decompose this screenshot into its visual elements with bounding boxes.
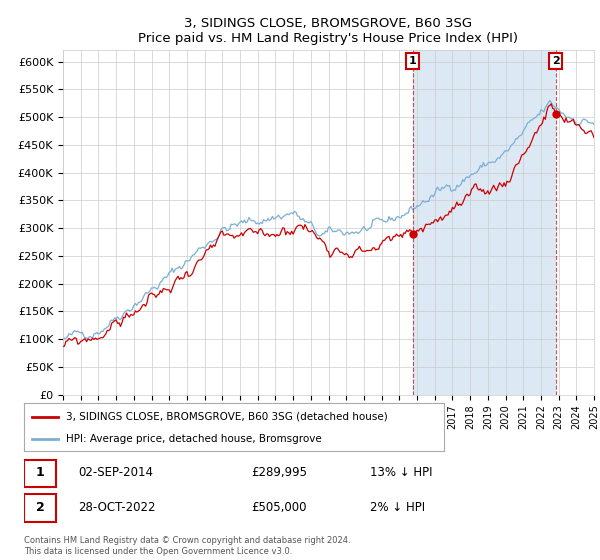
Text: Contains HM Land Registry data © Crown copyright and database right 2024.
This d: Contains HM Land Registry data © Crown c… <box>24 536 350 556</box>
Bar <box>413 50 556 395</box>
FancyBboxPatch shape <box>24 460 56 487</box>
Text: 1: 1 <box>36 466 44 479</box>
Text: 28-OCT-2022: 28-OCT-2022 <box>78 501 155 514</box>
Text: HPI: Average price, detached house, Bromsgrove: HPI: Average price, detached house, Brom… <box>66 434 322 444</box>
Text: 2% ↓ HPI: 2% ↓ HPI <box>370 501 425 514</box>
Text: 2: 2 <box>552 56 559 66</box>
Text: 1: 1 <box>409 56 416 66</box>
Text: 2: 2 <box>36 501 44 514</box>
Text: 3, SIDINGS CLOSE, BROMSGROVE, B60 3SG (detached house): 3, SIDINGS CLOSE, BROMSGROVE, B60 3SG (d… <box>66 412 388 422</box>
Text: 13% ↓ HPI: 13% ↓ HPI <box>370 466 432 479</box>
FancyBboxPatch shape <box>24 494 56 522</box>
Text: £289,995: £289,995 <box>251 466 307 479</box>
Title: 3, SIDINGS CLOSE, BROMSGROVE, B60 3SG
Price paid vs. HM Land Registry's House Pr: 3, SIDINGS CLOSE, BROMSGROVE, B60 3SG Pr… <box>139 17 518 45</box>
Text: £505,000: £505,000 <box>251 501 306 514</box>
Text: 02-SEP-2014: 02-SEP-2014 <box>78 466 153 479</box>
